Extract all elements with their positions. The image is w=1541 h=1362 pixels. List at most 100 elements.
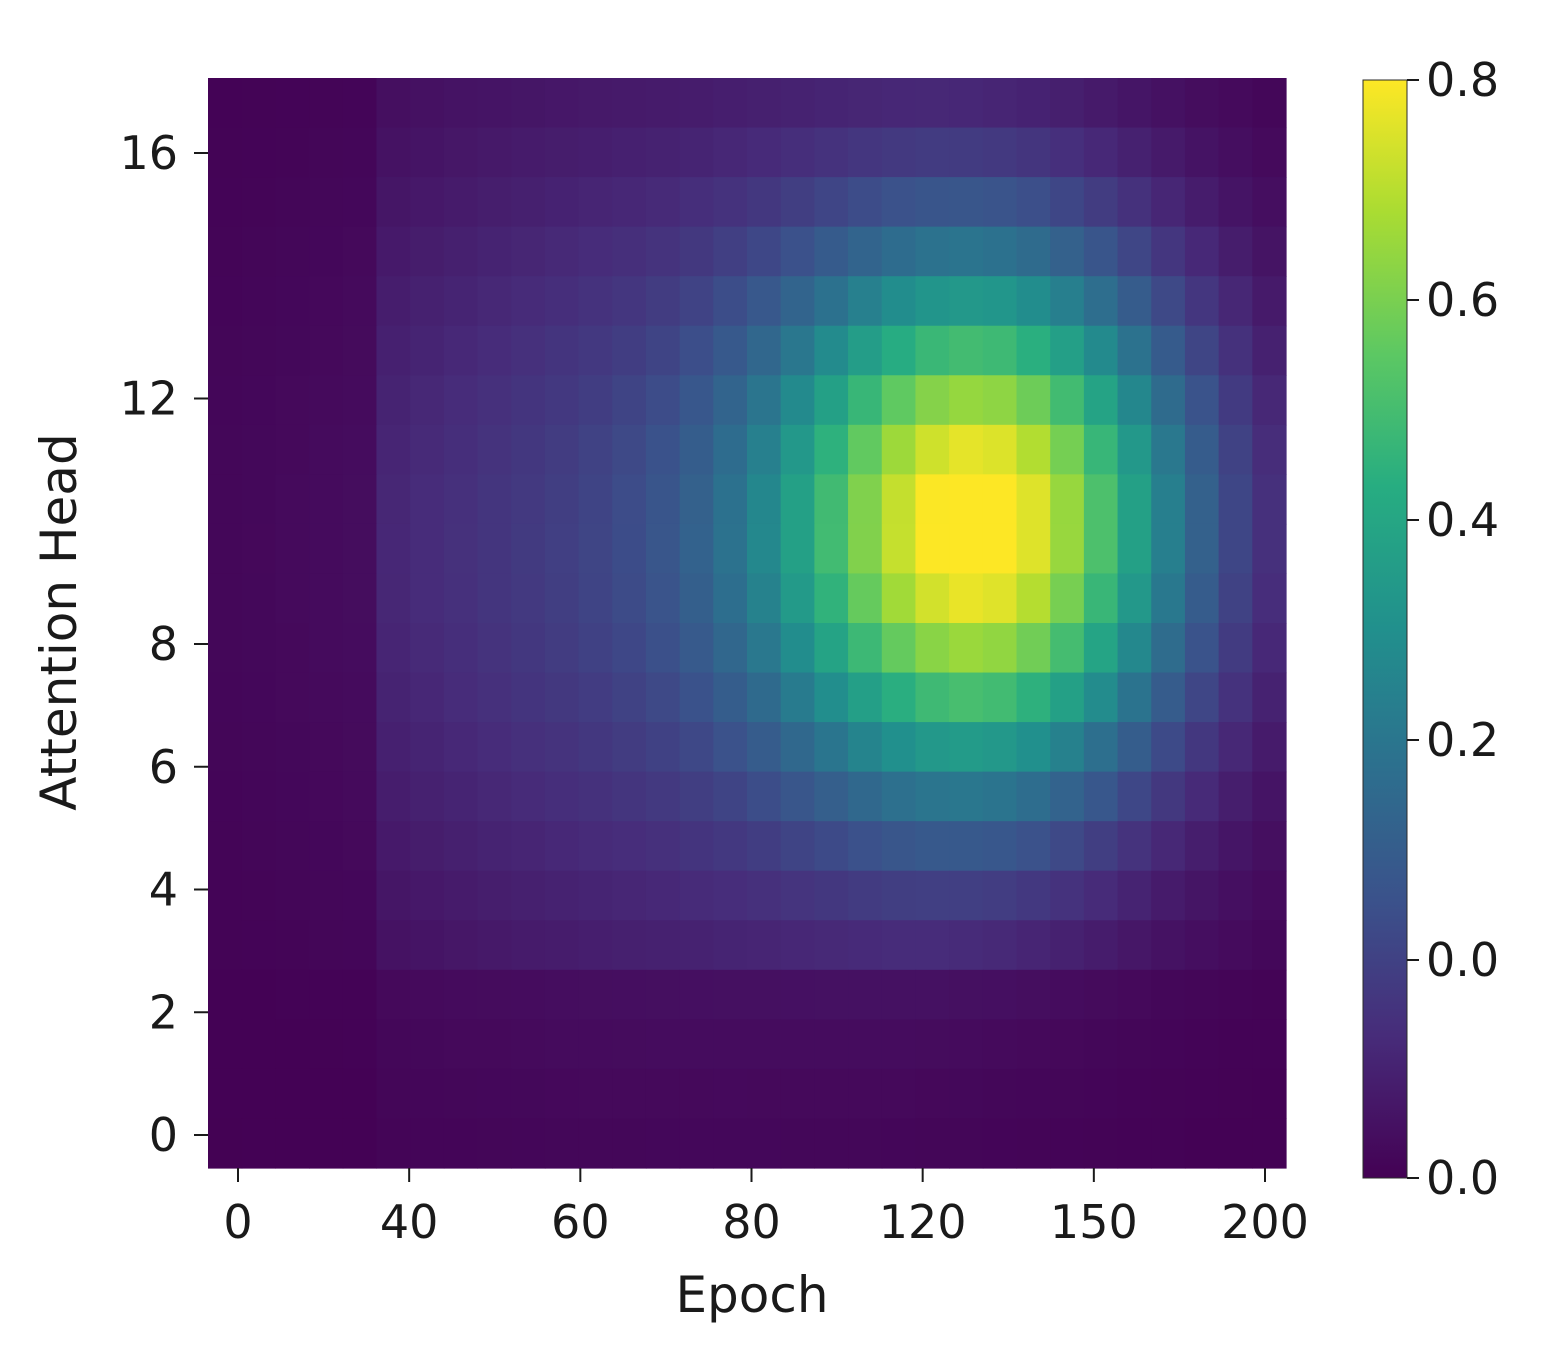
heatmap-cell	[1184, 1068, 1220, 1120]
heatmap-cell	[1151, 870, 1186, 921]
heatmap-cell	[410, 722, 445, 773]
heatmap-cell	[578, 474, 613, 525]
heatmap-cell	[309, 623, 344, 674]
heatmap-cell	[275, 177, 310, 228]
heatmap-cell	[1016, 1019, 1051, 1070]
heatmap-cell	[747, 226, 782, 277]
heatmap-cell	[1050, 226, 1085, 277]
heatmap-cell	[208, 870, 243, 921]
heatmap-cell	[1184, 573, 1220, 624]
heatmap-cell	[1083, 177, 1119, 228]
heatmap-cell	[1117, 276, 1152, 327]
heatmap-cell	[814, 672, 849, 723]
heatmap-cell	[747, 870, 782, 921]
heatmap-cell	[1218, 672, 1253, 723]
heatmap-cell	[342, 920, 378, 971]
heatmap-cell	[1151, 424, 1186, 475]
heatmap-cell	[645, 722, 681, 773]
heatmap-cell	[1050, 969, 1085, 1020]
heatmap-cell	[410, 771, 445, 822]
heatmap-cell	[208, 672, 243, 723]
heatmap-cell	[443, 177, 479, 228]
heatmap-cell	[275, 722, 310, 773]
heatmap-cell	[275, 424, 310, 475]
heatmap-cell	[679, 771, 714, 822]
heatmap-cell	[544, 226, 580, 277]
heatmap-cell	[1117, 573, 1152, 624]
heatmap-cell	[679, 276, 714, 327]
heatmap-cell	[1117, 821, 1152, 872]
heatmap-cell	[1151, 573, 1186, 624]
heatmap-cell	[713, 623, 748, 674]
heatmap-cell	[612, 523, 647, 575]
heatmap-cell	[713, 226, 748, 277]
heatmap-cell	[1117, 722, 1152, 773]
heatmap-cell	[410, 276, 445, 327]
heatmap-cell	[1117, 771, 1152, 822]
heatmap-cell	[1252, 1118, 1287, 1169]
heatmap-cell	[982, 771, 1018, 822]
heatmap-cell	[1218, 127, 1253, 178]
heatmap-cell	[275, 969, 310, 1020]
heatmap-cell	[982, 672, 1018, 723]
heatmap-cell	[747, 771, 782, 822]
heatmap-cell	[241, 474, 276, 525]
heatmap-cell	[679, 127, 714, 178]
heatmap-cell	[208, 771, 243, 822]
heatmap-cell	[612, 1068, 647, 1120]
heatmap-cell	[1151, 177, 1186, 228]
heatmap-cell	[443, 1118, 479, 1169]
heatmap-cell	[511, 573, 546, 624]
heatmap-cell	[679, 870, 714, 921]
heatmap-cell	[780, 177, 815, 228]
heatmap-cell	[1050, 424, 1085, 475]
heatmap-cell	[309, 523, 344, 575]
heatmap-cell	[1218, 78, 1253, 129]
heatmap-cell	[747, 920, 782, 971]
heatmap-cell	[982, 424, 1018, 475]
heatmap-cell	[949, 325, 984, 376]
heatmap-cell	[342, 573, 378, 624]
heatmap-cell	[410, 672, 445, 723]
heatmap-cell	[511, 821, 546, 872]
heatmap-cell	[342, 1019, 378, 1070]
heatmap-cell	[208, 424, 243, 475]
heatmap-cell	[1252, 722, 1287, 773]
heatmap-cell	[1218, 573, 1253, 624]
heatmap-cell	[376, 325, 411, 376]
heatmap-cell	[342, 523, 378, 575]
heatmap-cell	[780, 969, 815, 1020]
heatmap-cell	[1252, 127, 1287, 178]
heatmap-cell	[410, 523, 445, 575]
heatmap-cell	[713, 523, 748, 575]
heatmap-cell	[949, 623, 984, 674]
heatmap-cell	[1218, 375, 1253, 426]
heatmap-cell	[780, 1118, 815, 1169]
heatmap-cell	[208, 1118, 243, 1169]
heatmap-cell	[747, 276, 782, 327]
heatmap-cell	[1184, 771, 1220, 822]
heatmap-cell	[881, 1068, 917, 1120]
heatmap-cell	[612, 1019, 647, 1070]
heatmap-cell	[241, 573, 276, 624]
heatmap-cell	[544, 573, 580, 624]
x-axis: 0 40 60 80 120 150 200	[223, 1168, 1309, 1249]
heatmap-cell	[881, 969, 917, 1020]
heatmap-cell	[1050, 1118, 1085, 1169]
heatmap-cell	[1050, 573, 1085, 624]
heatmap-cell	[915, 623, 950, 674]
heatmap-cell	[780, 870, 815, 921]
heatmap-cell	[1050, 623, 1085, 674]
heatmap-cell	[342, 969, 378, 1020]
heatmap-cell	[915, 474, 950, 525]
heatmap-cell	[275, 375, 310, 426]
heatmap-cell	[544, 474, 580, 525]
heatmap-cell	[881, 920, 917, 971]
heatmap-cell	[477, 226, 512, 277]
heatmap-cell	[376, 177, 411, 228]
heatmap-cell	[376, 573, 411, 624]
heatmap-cell	[443, 226, 479, 277]
heatmap-cell	[645, 177, 681, 228]
heatmap-cell	[241, 325, 276, 376]
heatmap-cell	[747, 969, 782, 1020]
